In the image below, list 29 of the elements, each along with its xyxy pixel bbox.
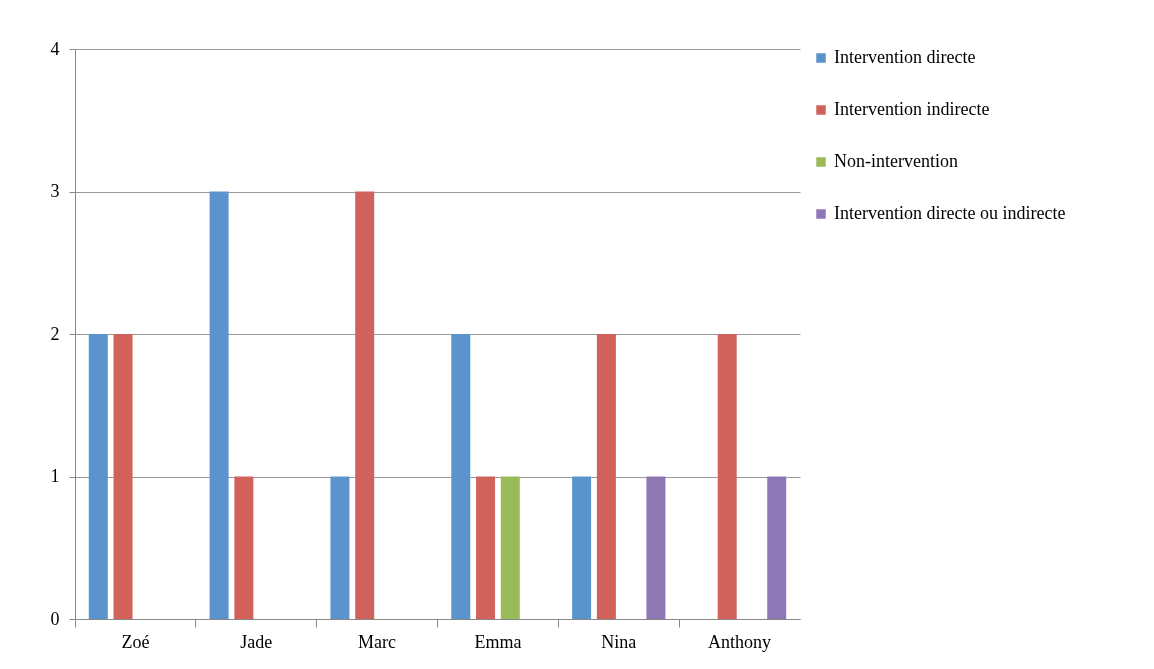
y-tick-label: 0	[50, 608, 60, 629]
bar	[355, 191, 375, 619]
bar	[234, 476, 254, 619]
y-tick-label: 2	[50, 323, 60, 344]
bar	[88, 334, 108, 619]
x-tick-label: Zoé	[121, 631, 150, 652]
bar	[572, 476, 592, 619]
y-tick-label: 3	[50, 181, 60, 201]
bar	[451, 334, 471, 619]
bar	[596, 334, 616, 619]
bar	[500, 476, 520, 619]
x-tick-label: Marc	[358, 631, 397, 652]
x-tick-label: Jade	[240, 631, 273, 652]
y-tick-label: 4	[50, 38, 60, 59]
bar	[330, 476, 350, 619]
x-tick-label: Emma	[474, 631, 522, 652]
x-tick-label: Anthony	[708, 631, 772, 652]
bar	[209, 191, 229, 619]
legend-label: Intervention indirecte	[834, 99, 990, 119]
legend-label: Intervention directe	[834, 47, 976, 67]
bar	[646, 476, 666, 619]
legend-label: Non-intervention	[834, 151, 958, 171]
bar	[717, 334, 737, 619]
bar	[767, 476, 787, 619]
bar	[476, 476, 496, 619]
y-tick-label: 1	[50, 466, 60, 486]
x-tick-label: Nina	[601, 631, 637, 652]
legend-label: Intervention directe ou indirecte	[834, 203, 1066, 223]
bar	[113, 334, 133, 619]
